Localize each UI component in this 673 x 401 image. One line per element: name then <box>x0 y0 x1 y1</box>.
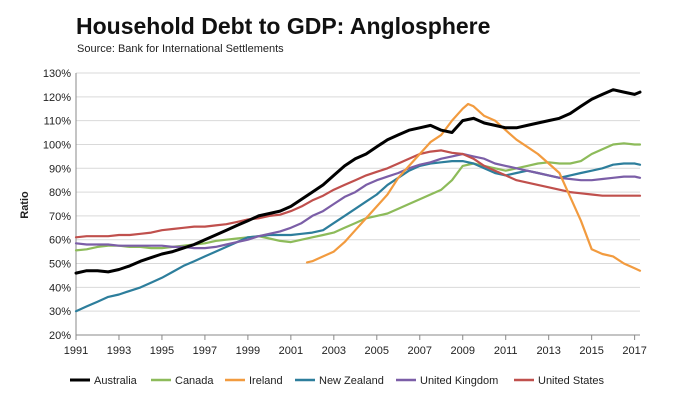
legend-label: United Kingdom <box>420 375 498 387</box>
x-tick-label: 2003 <box>322 345 346 357</box>
x-tick-label: 2001 <box>279 345 303 357</box>
x-tick-label: 1997 <box>193 345 217 357</box>
x-tick-label: 2015 <box>579 345 603 357</box>
y-tick-label: 60% <box>49 235 71 247</box>
y-tick-label: 40% <box>49 282 71 294</box>
legend-label: Canada <box>175 375 214 387</box>
chart-subtitle: Source: Bank for International Settlemen… <box>77 43 284 55</box>
legend-label: Ireland <box>249 375 283 387</box>
y-axis-ticks: 20% 30% 40% 50% 60% 70% 80% 90% 100% 110% 120% 130% <box>43 68 71 342</box>
series-line-new-zealand <box>74 160 642 313</box>
y-axis-label: Ratio <box>19 191 31 219</box>
y-tick-label: 120% <box>43 92 71 104</box>
x-tick-label: 2017 <box>622 345 646 357</box>
axes <box>75 73 640 336</box>
x-tick-label: 1995 <box>150 345 174 357</box>
gridlines <box>76 72 640 336</box>
series-line-ireland <box>305 102 642 272</box>
x-tick-label: 2011 <box>494 345 518 357</box>
x-tick-label: 2007 <box>408 345 432 357</box>
y-tick-label: 130% <box>43 68 71 80</box>
legend: Australia Canada Ireland New Zealand United … <box>70 375 605 387</box>
series-lines <box>74 88 642 313</box>
series-line-australia <box>74 88 642 275</box>
y-tick-label: 90% <box>49 163 71 175</box>
x-axis-ticks: 1991 1993 1995 1997 1999 2001 2003 2005 2007 2009… <box>64 335 647 357</box>
legend-label: New Zealand <box>319 375 384 387</box>
x-tick-label: 1991 <box>64 345 88 357</box>
series-line-canada <box>74 142 642 252</box>
x-tick-label: 2005 <box>365 345 389 357</box>
x-tick-label: 2013 <box>536 345 560 357</box>
y-tick-label: 70% <box>49 211 71 223</box>
x-tick-label: 2009 <box>451 345 475 357</box>
x-tick-label: 1993 <box>107 345 131 357</box>
y-tick-label: 20% <box>49 330 71 342</box>
chart-title: Household Debt to GDP: Anglosphere <box>76 13 490 39</box>
legend-label: Australia <box>94 375 138 387</box>
y-tick-label: 80% <box>49 187 71 199</box>
y-tick-label: 110% <box>44 116 72 128</box>
y-tick-label: 30% <box>49 306 71 318</box>
legend-label: United States <box>538 375 605 387</box>
y-tick-label: 50% <box>49 259 71 271</box>
series-line-united-kingdom <box>74 152 642 250</box>
y-tick-label: 100% <box>43 139 71 151</box>
x-tick-label: 1999 <box>236 345 260 357</box>
series-line-united-states <box>74 149 642 239</box>
